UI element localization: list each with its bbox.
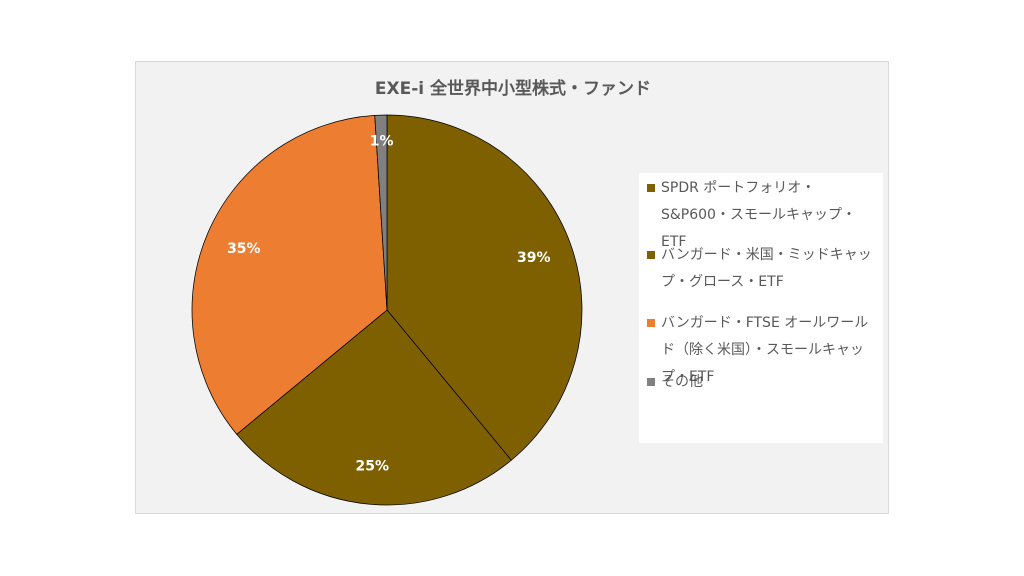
pie-data-label-2: 35% — [227, 241, 261, 257]
pie-labels: 39% 25% 35% 1% — [227, 133, 550, 474]
legend-item-spdr: SPDR ポートフォリオ・S&P600・スモールキャップ・ETF — [647, 175, 879, 256]
legend-swatch — [647, 184, 655, 192]
chart-area: EXE-i 全世界中小型株式・ファンド 39% 25% 35% 1% SPDR ポート… — [135, 61, 889, 514]
pie-slice-0 — [386, 114, 583, 461]
legend-label: バンガード・FTSE オールワールド（除く米国）・スモールキャップ・ETF — [661, 315, 869, 385]
pie-slice-1 — [236, 309, 512, 506]
legend-swatch — [647, 251, 655, 259]
pie-data-label-0: 39% — [517, 250, 551, 266]
legend-swatch — [647, 378, 655, 386]
chart-title: EXE-i 全世界中小型株式・ファンド — [374, 79, 652, 99]
legend-swatch — [647, 319, 655, 327]
pie-slice-3 — [374, 114, 388, 311]
pie-slice-2 — [191, 114, 388, 435]
legend-item-other: その他 — [647, 369, 879, 396]
pie-data-label-3: 1% — [370, 133, 394, 149]
legend-label: バンガード・米国・ミッドキャップ・グロース・ETF — [661, 247, 872, 290]
legend-label: その他 — [661, 374, 703, 390]
legend-item-vanguard-midcap: バンガード・米国・ミッドキャップ・グロース・ETF — [647, 242, 879, 296]
pie-slices — [191, 114, 583, 506]
pie-chart: 39% 25% 35% 1% — [191, 114, 583, 506]
legend-item-vanguard-ftse: バンガード・FTSE オールワールド（除く米国）・スモールキャップ・ETF — [647, 310, 879, 391]
legend: SPDR ポートフォリオ・S&P600・スモールキャップ・ETF バンガード・米… — [639, 173, 883, 443]
pie-data-label-1: 25% — [356, 458, 390, 474]
legend-label: SPDR ポートフォリオ・S&P600・スモールキャップ・ETF — [661, 180, 856, 250]
